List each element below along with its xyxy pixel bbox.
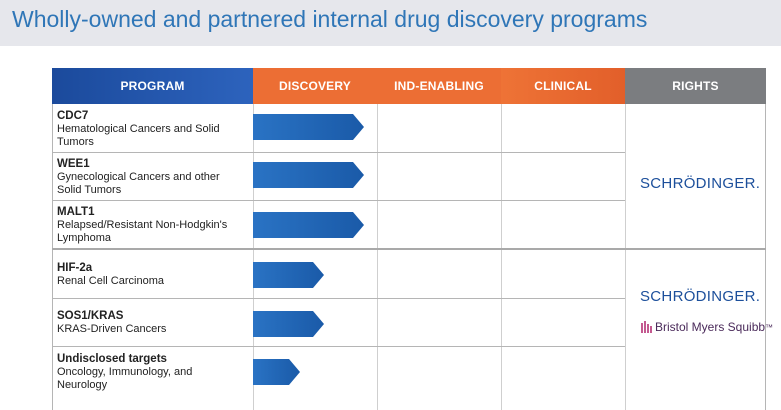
program-name: SOS1/KRAS (57, 310, 124, 322)
program-name: MALT1 (57, 206, 95, 218)
bms-logo: Bristol Myers Squibb ™ (640, 320, 773, 334)
program-description: Neurology (57, 379, 108, 391)
progress-arrow (253, 359, 300, 385)
grid-line (52, 104, 53, 410)
group-divider (52, 248, 766, 250)
grid-line (253, 104, 254, 410)
header-clinical: CLINICAL (501, 68, 625, 104)
progress-arrow (253, 114, 364, 140)
program-description: Lymphoma (57, 232, 112, 244)
header-discovery: DISCOVERY (253, 68, 377, 104)
program-description: KRAS-Driven Cancers (57, 323, 167, 335)
program-row: MALT1 Relapsed/Resistant Non-Hodgkin's L… (57, 206, 253, 245)
schrodinger-logo: SCHRÖDINGER. (640, 288, 761, 305)
header-program: PROGRAM (52, 68, 253, 104)
program-description: Gynecological Cancers and other (57, 171, 220, 183)
grid-line (625, 104, 626, 410)
program-description: Renal Cell Carcinoma (57, 275, 164, 287)
title-band (0, 0, 781, 46)
schrodinger-logo: SCHRÖDINGER. (640, 175, 761, 192)
bms-trademark: ™ (765, 322, 774, 332)
row-divider (52, 152, 625, 153)
progress-arrow (253, 212, 364, 238)
program-name: HIF-2a (57, 262, 93, 274)
program-name: CDC7 (57, 110, 89, 122)
header-rights: RIGHTS (625, 68, 766, 104)
progress-arrow (253, 311, 324, 337)
row-divider (52, 298, 625, 299)
program-row: HIF-2a Renal Cell Carcinoma (57, 262, 253, 288)
program-name: WEE1 (57, 158, 90, 170)
header-ind-enabling: IND-ENABLING (377, 68, 501, 104)
program-description: Oncology, Immunology, and (57, 366, 193, 378)
page-title: Wholly-owned and partnered internal drug… (12, 6, 648, 32)
program-row: Undisclosed targets Oncology, Immunology… (57, 353, 253, 392)
program-row: CDC7 Hematological Cancers and Solid Tum… (57, 110, 253, 149)
grid-line (501, 104, 502, 410)
row-divider (52, 200, 625, 201)
program-description: Hematological Cancers and Solid (57, 123, 220, 135)
program-row: SOS1/KRAS KRAS-Driven Cancers (57, 310, 253, 336)
bms-logo-text: Bristol Myers Squibb (655, 320, 766, 334)
progress-arrow (253, 262, 324, 288)
grid-line (765, 104, 766, 410)
grid-line (377, 104, 378, 410)
program-description: Solid Tumors (57, 184, 122, 196)
program-row: WEE1 Gynecological Cancers and other Sol… (57, 158, 253, 197)
program-description: Relapsed/Resistant Non-Hodgkin's (57, 219, 228, 231)
program-name: Undisclosed targets (57, 353, 167, 365)
progress-arrow (253, 162, 364, 188)
program-description: Tumors (57, 136, 94, 148)
bms-mark-icon (641, 321, 652, 333)
row-divider (52, 346, 625, 347)
